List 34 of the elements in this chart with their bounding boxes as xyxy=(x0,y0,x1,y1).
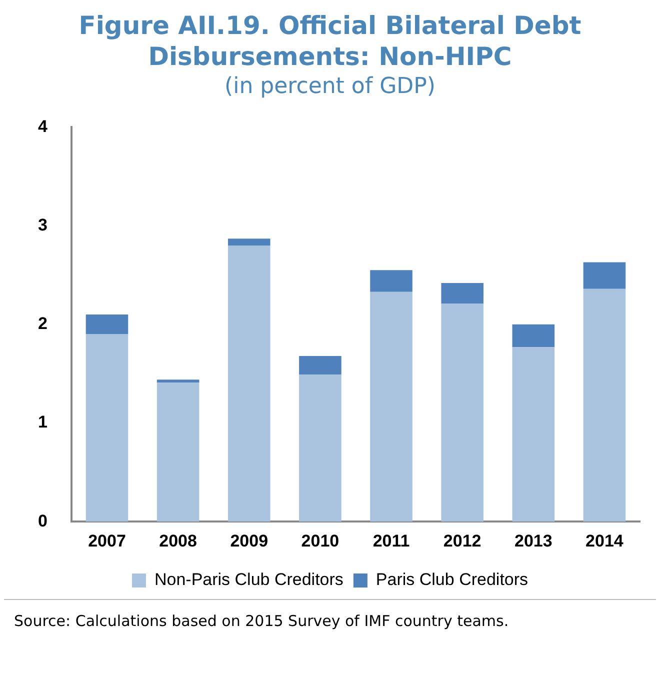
legend-label: Non-Paris Club Creditors xyxy=(154,570,344,590)
bar xyxy=(156,380,200,383)
x-tick-label: 2009 xyxy=(230,531,268,550)
bar xyxy=(299,356,342,375)
chart-subtitle: (in percent of GDP) xyxy=(224,74,436,99)
bar xyxy=(228,238,270,246)
bar xyxy=(156,382,200,522)
bar xyxy=(441,304,484,522)
x-tick-label: 2010 xyxy=(301,531,340,550)
legend-label: Paris Club Creditors xyxy=(376,570,528,590)
bar xyxy=(370,292,412,522)
x-tick-label: 2012 xyxy=(443,531,482,550)
y-tick-label: 2 xyxy=(38,314,48,334)
bar xyxy=(512,347,555,522)
bar xyxy=(299,374,342,522)
bar xyxy=(512,324,555,348)
bar xyxy=(86,334,128,522)
bar xyxy=(228,246,270,522)
x-tick-label: 2013 xyxy=(514,531,552,550)
y-tick-label: 4 xyxy=(38,116,48,136)
bar xyxy=(583,288,626,522)
bar xyxy=(370,270,412,292)
bar xyxy=(441,282,484,304)
bar xyxy=(583,262,626,289)
source-note: Source: Calculations based on 2015 Survey of IMF country teams. xyxy=(4,599,656,630)
chart-title: Figure AII.19. Official Bilateral Debt Disbursements: Non-HIPC xyxy=(78,10,582,72)
x-tick-label: 2007 xyxy=(88,531,126,550)
bar xyxy=(86,314,128,334)
y-tick-label: 1 xyxy=(38,412,48,432)
x-tick-label: 2014 xyxy=(586,531,624,550)
y-tick-label: 0 xyxy=(38,511,48,530)
x-tick-label: 2008 xyxy=(159,531,197,550)
y-tick-label: 3 xyxy=(38,215,48,234)
x-tick-label: 2011 xyxy=(372,531,410,550)
